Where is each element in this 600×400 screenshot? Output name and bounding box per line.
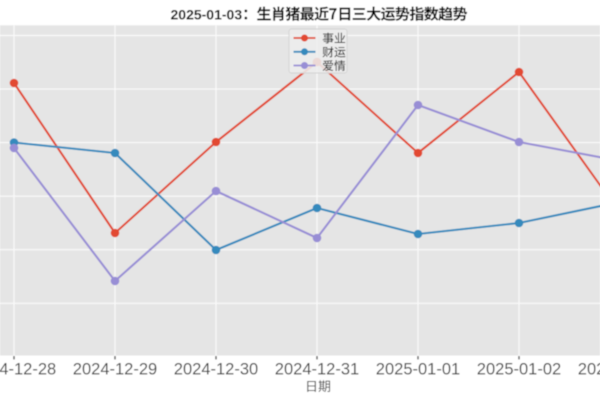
svg-text:2024-12-28: 2024-12-28 — [0, 361, 56, 379]
svg-text:2025-01-02: 2025-01-02 — [477, 361, 561, 379]
svg-text:2025-01-03: 2025-01-03 — [578, 361, 600, 379]
svg-text:2024-12-29: 2024-12-29 — [73, 361, 157, 379]
svg-text:2024-12-30: 2024-12-30 — [174, 361, 258, 379]
svg-text:2025-01-01: 2025-01-01 — [376, 361, 460, 379]
svg-text:2024-12-31: 2024-12-31 — [275, 361, 359, 379]
svg-text:2025-01-03: 2025-01-03 — [171, 6, 243, 22]
